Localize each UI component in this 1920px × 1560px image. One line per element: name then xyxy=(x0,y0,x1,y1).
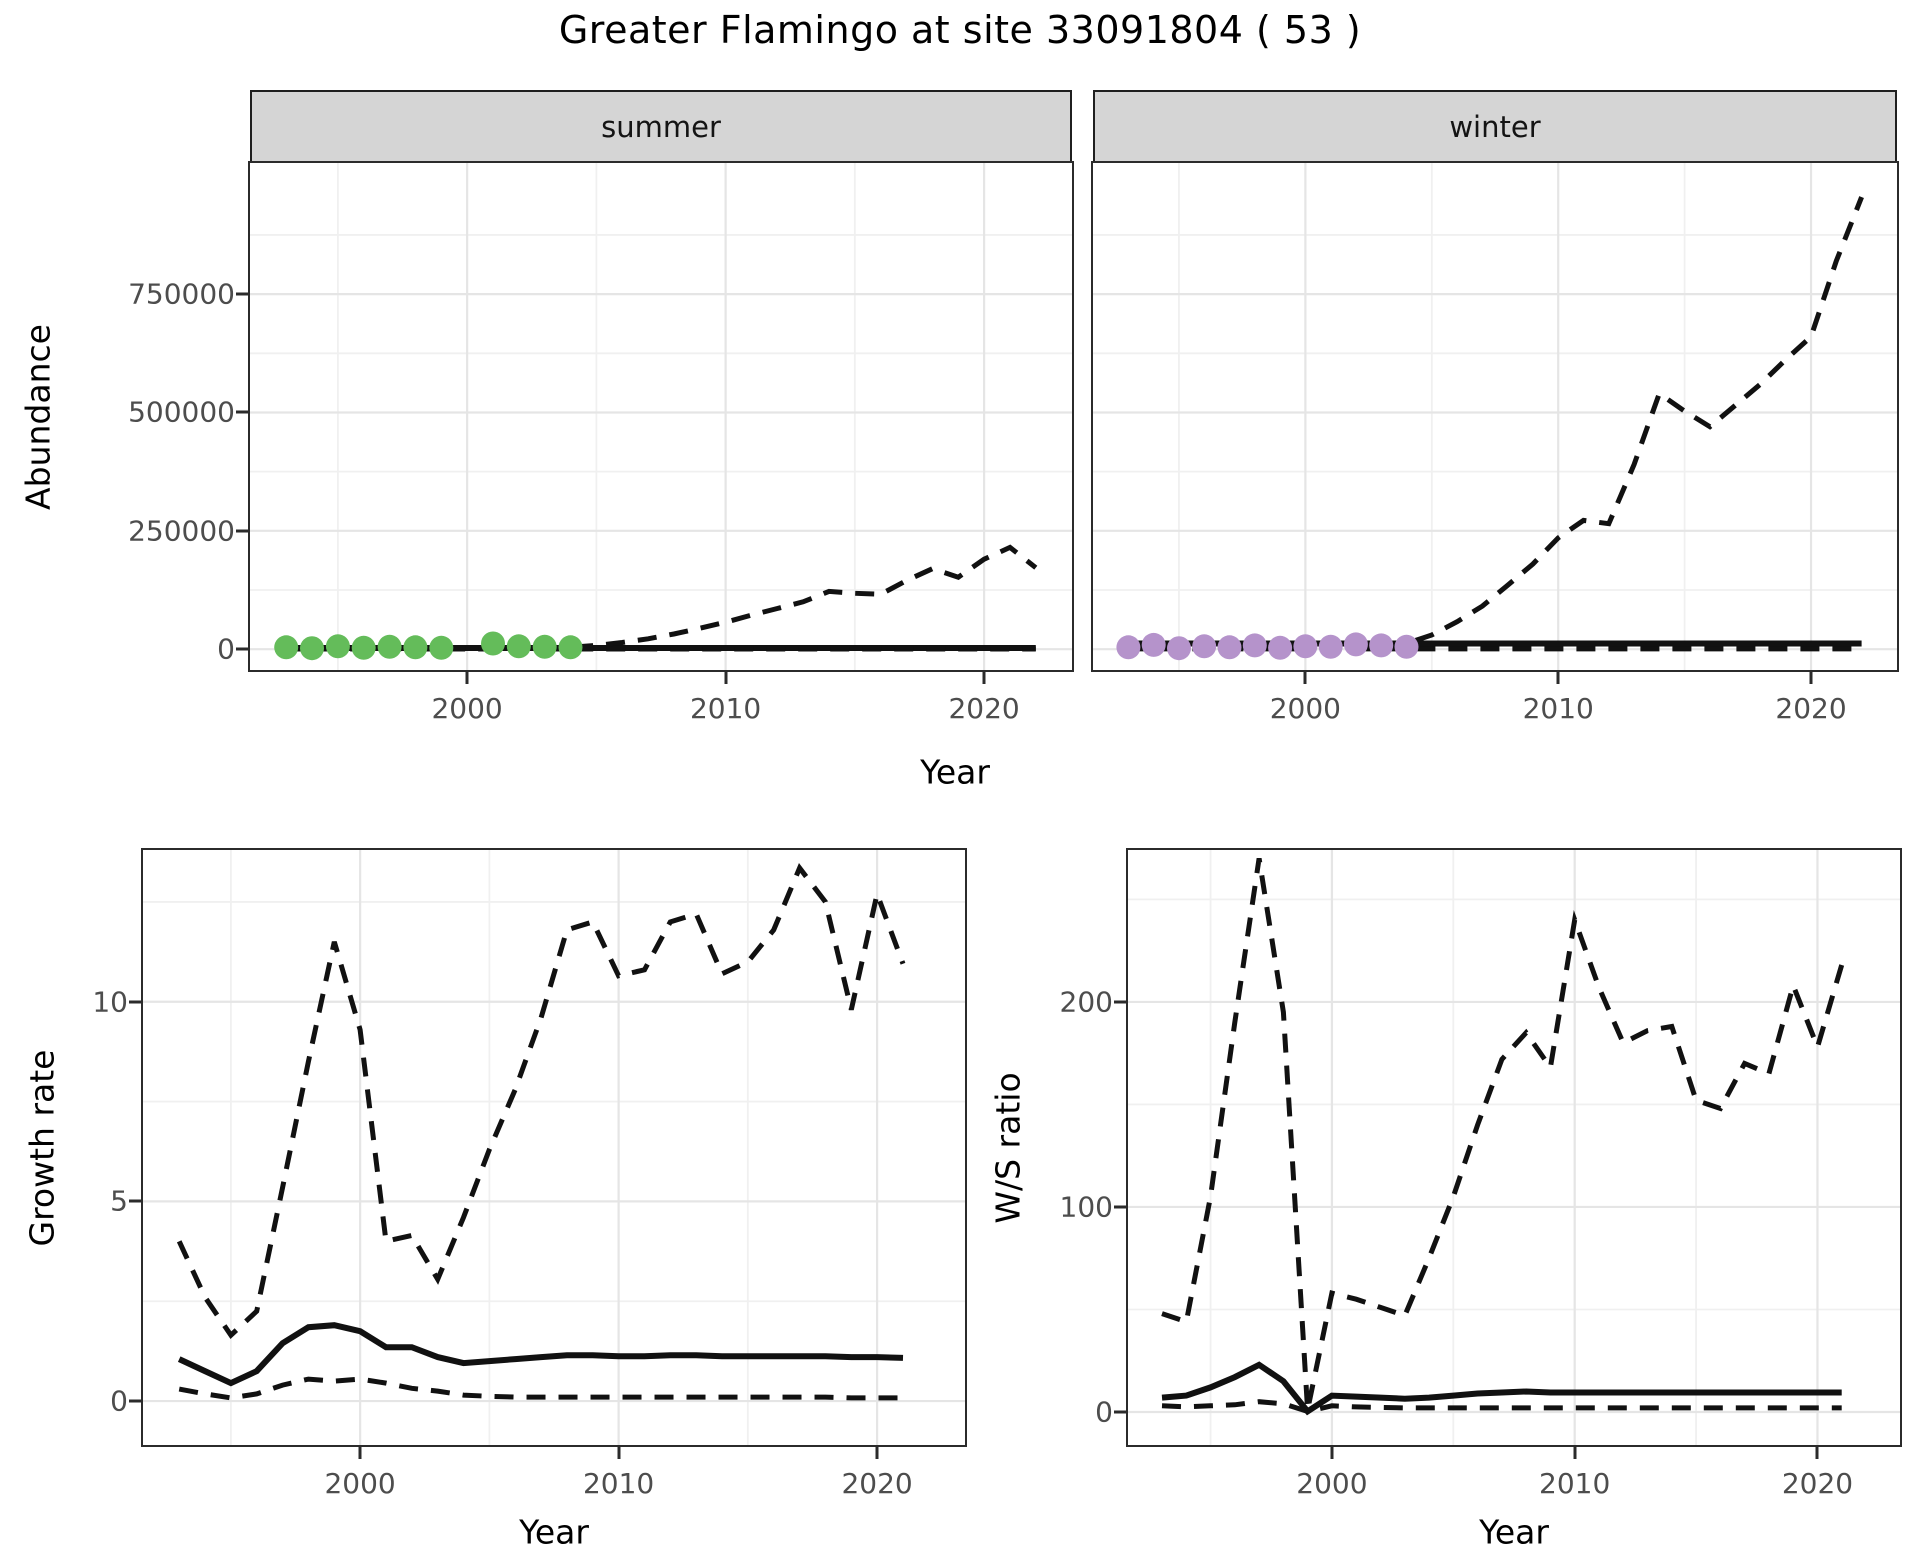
x-tick-mark xyxy=(1556,672,1560,684)
growth-upper_ci-line xyxy=(176,862,905,1339)
ws-estimate-line xyxy=(1161,1360,1842,1415)
winter-upper_ci-line xyxy=(1127,195,1864,650)
x-tick-mark xyxy=(1815,1447,1819,1459)
summer-observed-point xyxy=(351,635,376,660)
y-tick-label: 750000 xyxy=(128,277,235,311)
winter-observed-point xyxy=(1217,634,1241,659)
growth-lower_ci-line xyxy=(178,1376,903,1400)
summer-observed-point xyxy=(325,633,350,658)
x-tick-label: 2010 xyxy=(1522,692,1594,725)
summer-observed-point xyxy=(273,634,298,659)
x-tick-mark xyxy=(724,672,728,684)
y-tick-label: 500000 xyxy=(128,395,235,429)
winter-observed-point xyxy=(1267,635,1292,660)
x-tick-label: 2010 xyxy=(582,1467,655,1500)
y-tick-mark xyxy=(236,410,248,414)
facet-strip-winter-label: winter xyxy=(1449,109,1541,144)
ws-ratio-axis-title: W/S ratio xyxy=(988,1071,1028,1224)
winter-observed-point xyxy=(1394,634,1418,659)
year-axis-title-growth: Year xyxy=(519,1512,589,1552)
year-axis-title-ws: Year xyxy=(1479,1512,1549,1552)
winter-observed-point xyxy=(1292,633,1317,658)
summer-observed-point xyxy=(299,635,324,660)
winter-observed-point xyxy=(1115,634,1140,659)
winter-observed-point xyxy=(1343,631,1368,656)
x-tick-mark xyxy=(1303,672,1307,684)
x-tick-label: 2000 xyxy=(1296,1467,1368,1500)
x-tick-label: 2020 xyxy=(948,692,1020,725)
ws-lower_ci-line xyxy=(1161,1398,1842,1414)
x-tick-mark xyxy=(1573,1447,1577,1459)
y-tick-label: 100 xyxy=(1059,1190,1113,1224)
growth-estimate-line xyxy=(177,1321,903,1386)
winter-observed-point xyxy=(1242,632,1267,657)
x-tick-mark xyxy=(1809,672,1813,684)
x-tick-label: 2010 xyxy=(1539,1467,1611,1500)
summer-observed-point xyxy=(428,635,453,660)
winter-observed-point xyxy=(1318,634,1343,659)
y-tick-label: 10 xyxy=(92,985,128,1019)
winter-observed-point xyxy=(1141,632,1166,657)
y-tick-label: 0 xyxy=(1095,1395,1113,1429)
growth-rate-plot xyxy=(140,847,967,1447)
y-tick-label: 0 xyxy=(110,1384,128,1418)
y-tick-label: 5 xyxy=(110,1184,128,1218)
facet-strip-winter: winter xyxy=(1093,90,1897,163)
summer-observed-point xyxy=(480,631,505,655)
x-tick-label: 2010 xyxy=(689,692,762,725)
x-tick-mark xyxy=(1330,1447,1334,1459)
x-tick-mark xyxy=(982,672,986,684)
y-tick-mark xyxy=(1114,1410,1126,1414)
chart-title: Greater Flamingo at site 33091804 ( 53 ) xyxy=(558,8,1362,52)
summer-observed-point xyxy=(402,634,427,659)
ws-ratio-plot xyxy=(1125,847,1902,1447)
x-tick-label: 2020 xyxy=(841,1467,913,1500)
x-tick-label: 2000 xyxy=(324,1467,396,1500)
winter-observed-point xyxy=(1166,635,1191,660)
facet-strip-summer: summer xyxy=(250,90,1072,163)
y-tick-mark xyxy=(129,1199,141,1203)
x-tick-label: 2000 xyxy=(431,692,503,725)
y-tick-mark xyxy=(1114,1205,1126,1209)
x-tick-mark xyxy=(875,1447,879,1459)
year-axis-title-top: Year xyxy=(920,752,990,792)
y-tick-mark xyxy=(129,1399,141,1403)
y-tick-mark xyxy=(129,1000,141,1004)
y-tick-mark xyxy=(236,647,248,651)
y-tick-label: 0 xyxy=(217,632,235,666)
abundance-axis-title: Abundance xyxy=(18,323,58,510)
summer-observed-point xyxy=(558,634,582,659)
winter-abundance-plot xyxy=(1090,160,1899,672)
facet-strip-summer-label: summer xyxy=(601,109,721,144)
x-tick-mark xyxy=(358,1447,362,1459)
summer-abundance-plot xyxy=(247,160,1074,672)
summer-observed-point xyxy=(506,633,531,658)
y-tick-label: 250000 xyxy=(128,514,235,548)
x-tick-label: 2020 xyxy=(1781,1467,1854,1500)
winter-observed-point xyxy=(1368,632,1393,657)
y-tick-mark xyxy=(1114,1000,1126,1004)
x-tick-mark xyxy=(617,1447,621,1459)
summer-observed-point xyxy=(532,634,557,659)
y-tick-mark xyxy=(236,292,248,296)
x-tick-label: 2000 xyxy=(1269,692,1342,725)
growth-rate-axis-title: Growth rate xyxy=(22,1049,62,1246)
summer-observed-point xyxy=(377,634,402,659)
winter-observed-point xyxy=(1191,633,1216,658)
y-tick-label: 200 xyxy=(1059,985,1113,1019)
summer-upper_ci-line xyxy=(285,543,1037,650)
x-tick-mark xyxy=(465,672,469,684)
x-tick-label: 2020 xyxy=(1775,692,1847,725)
ws-upper_ci-line xyxy=(1160,857,1844,1410)
y-tick-mark xyxy=(236,529,248,533)
